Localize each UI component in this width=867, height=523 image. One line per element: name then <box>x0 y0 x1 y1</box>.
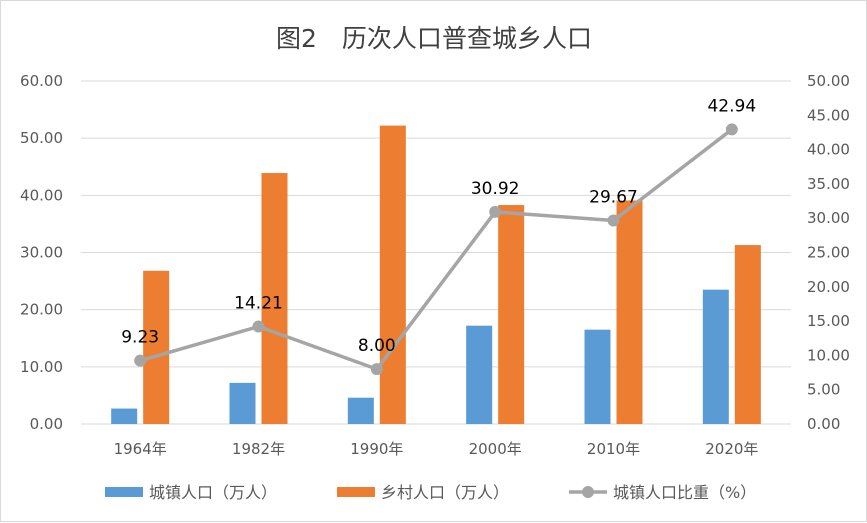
bars <box>111 125 761 424</box>
gridlines <box>81 80 791 425</box>
right-tick-label: 10.00 <box>807 346 850 364</box>
right-tick-label: 5.00 <box>807 381 840 399</box>
legend-swatch <box>337 487 375 497</box>
left-axis: 0.00 10.00 20.00 30.00 40.00 50.00 60.00 <box>20 72 63 433</box>
right-tick-label: 45.00 <box>807 106 850 124</box>
bar-rural <box>616 200 643 424</box>
legend: 城镇人口（万人） 乡村人口（万人） 城镇人口比重（%） <box>105 483 756 502</box>
ratio-data-label: 8.00 <box>358 336 396 356</box>
legend-label: 乡村人口（万人） <box>381 483 509 502</box>
right-tick-label: 30.00 <box>807 209 850 227</box>
right-tick-label: 20.00 <box>807 278 850 296</box>
ratio-point <box>607 214 620 227</box>
bar-rural <box>734 245 761 424</box>
bar-rural <box>261 173 288 424</box>
x-tick-label: 1982年 <box>232 440 285 458</box>
bar-urban <box>584 329 611 424</box>
right-tick-label: 40.00 <box>807 141 850 159</box>
x-tick-label: 1964年 <box>114 440 167 458</box>
ratio-data-label: 42.94 <box>707 96 756 116</box>
legend-swatch <box>105 487 143 497</box>
ratio-data-label: 30.92 <box>471 179 520 199</box>
bar-urban <box>229 382 256 424</box>
x-tick-label: 2020年 <box>705 440 758 458</box>
x-axis: 1964年 1982年 1990年 2000年 2010年 2020年 <box>114 440 759 458</box>
right-tick-label: 25.00 <box>807 244 850 262</box>
left-tick-label: 60.00 <box>20 72 63 90</box>
bar-rural <box>143 270 170 424</box>
legend-label: 城镇人口（万人） <box>149 483 277 502</box>
chart-title: 图2 历次人口普查城乡人口 <box>276 24 592 53</box>
right-tick-label: 0.00 <box>807 415 840 433</box>
ratio-point <box>252 320 265 333</box>
x-tick-label: 2000年 <box>469 440 522 458</box>
ratio-point <box>489 205 502 218</box>
x-tick-label: 1990年 <box>350 440 403 458</box>
ratio-line: 9.23 14.21 8.00 30.92 29.67 42.94 <box>121 96 756 376</box>
bar-urban <box>466 325 493 424</box>
ratio-line-path <box>139 128 733 371</box>
right-tick-label: 15.00 <box>807 312 850 330</box>
left-tick-label: 30.00 <box>20 244 63 262</box>
ratio-point <box>370 363 383 376</box>
right-tick-label: 50.00 <box>807 72 850 90</box>
right-tick-label: 35.00 <box>807 175 850 193</box>
left-tick-label: 50.00 <box>20 129 63 147</box>
left-tick-label: 20.00 <box>20 301 63 319</box>
left-tick-label: 40.00 <box>20 186 63 204</box>
bar-rural <box>379 125 406 424</box>
ratio-point <box>134 354 147 367</box>
right-axis: 0.00 5.00 10.00 15.00 20.00 25.00 30.00 35.00 40… <box>807 72 850 433</box>
bar-rural <box>498 205 525 424</box>
legend-label: 城镇人口比重（%） <box>613 483 756 502</box>
bar-urban <box>347 397 374 424</box>
legend-marker <box>582 486 594 498</box>
ratio-point <box>725 123 738 136</box>
ratio-data-label: 29.67 <box>589 187 638 207</box>
left-tick-label: 10.00 <box>20 358 63 376</box>
bar-urban <box>702 289 729 424</box>
x-tick-label: 2010年 <box>587 440 640 458</box>
left-tick-label: 0.00 <box>30 415 63 433</box>
ratio-data-label: 9.23 <box>121 328 159 348</box>
bar-urban <box>111 408 138 424</box>
ratio-data-label: 14.21 <box>234 294 283 314</box>
